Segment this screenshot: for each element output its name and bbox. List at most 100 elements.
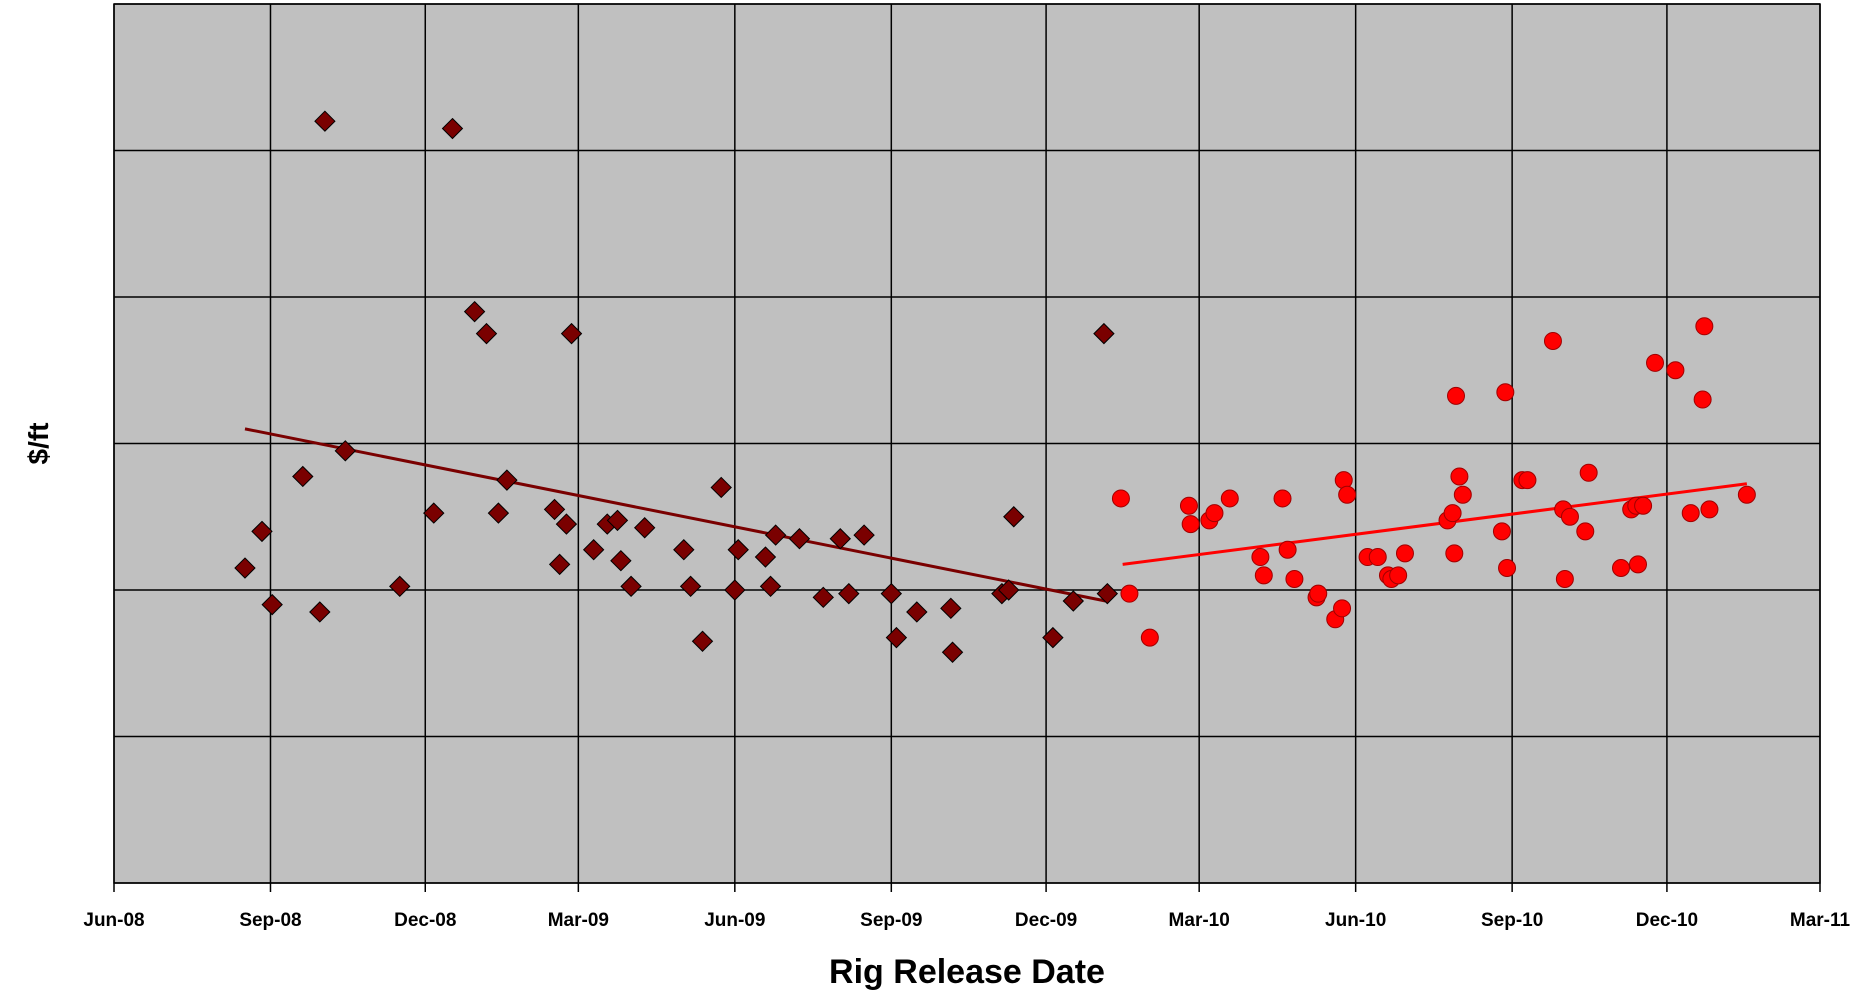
data-point-diamond bbox=[997, 579, 1020, 601]
data-point-circle bbox=[1333, 599, 1352, 618]
data-point-circle bbox=[1666, 361, 1685, 380]
data-point-circle bbox=[1700, 500, 1719, 519]
data-point-circle bbox=[1447, 386, 1466, 405]
data-point-circle bbox=[1518, 471, 1537, 490]
data-point-diamond bbox=[606, 509, 629, 532]
data-point-diamond bbox=[853, 524, 875, 546]
data-point-circle bbox=[1646, 353, 1665, 372]
data-point-diamond bbox=[543, 498, 566, 521]
x-tick-label: Mar-09 bbox=[548, 910, 609, 931]
data-point-diamond bbox=[759, 575, 782, 598]
data-point-circle bbox=[1273, 489, 1292, 508]
data-point-circle bbox=[1334, 471, 1353, 490]
data-point-circle bbox=[1309, 584, 1328, 603]
x-tick-label: Jun-09 bbox=[704, 910, 765, 931]
data-point-diamond bbox=[251, 520, 273, 543]
data-points bbox=[234, 110, 1756, 663]
x-tick-label: Mar-11 bbox=[1790, 910, 1851, 931]
data-point-circle bbox=[1443, 504, 1462, 523]
data-point-diamond bbox=[463, 300, 486, 323]
x-axis: Jun-08 Sep-08 Dec-08 Mar-09 Jun-09 Sep-09 Dec-… bbox=[83, 883, 1851, 931]
data-point-circle bbox=[1543, 331, 1562, 350]
data-point-diamond bbox=[710, 476, 732, 499]
x-tick-label: Dec-08 bbox=[394, 910, 456, 931]
data-point-diamond bbox=[560, 322, 583, 345]
data-point-diamond bbox=[880, 582, 903, 605]
data-point-diamond bbox=[496, 469, 518, 491]
x-tick-label: Sep-10 bbox=[1481, 910, 1543, 931]
data-point-circle bbox=[1496, 383, 1515, 402]
data-point-diamond bbox=[673, 539, 695, 561]
x-tick-label: Mar-10 bbox=[1169, 910, 1230, 931]
data-point-diamond bbox=[620, 575, 642, 598]
data-point-circle bbox=[1555, 570, 1574, 589]
data-point-circle bbox=[1120, 584, 1139, 603]
data-point-diamond bbox=[334, 440, 357, 462]
data-point-circle bbox=[1611, 559, 1630, 578]
x-tick-label: Sep-08 bbox=[239, 910, 301, 931]
data-point-diamond bbox=[548, 553, 571, 576]
data-point-circle bbox=[1254, 566, 1273, 585]
x-tick-label: Jun-08 bbox=[83, 910, 144, 931]
data-point-diamond bbox=[309, 601, 331, 623]
data-point-diamond bbox=[1093, 322, 1115, 345]
data-point-diamond bbox=[292, 465, 314, 488]
data-point-diamond bbox=[1042, 626, 1064, 649]
data-point-diamond bbox=[940, 597, 962, 620]
data-point-diamond bbox=[487, 502, 510, 524]
data-point-circle bbox=[1450, 467, 1469, 486]
data-point-diamond bbox=[314, 110, 336, 132]
data-point-circle bbox=[1179, 496, 1198, 515]
data-point-circle bbox=[1629, 555, 1648, 574]
data-point-circle bbox=[1498, 559, 1517, 578]
data-point-diamond bbox=[633, 517, 656, 539]
data-point-diamond bbox=[764, 524, 787, 546]
data-point-diamond bbox=[724, 579, 746, 601]
data-point-circle bbox=[1445, 544, 1464, 563]
x-tick-label: Sep-09 bbox=[860, 910, 922, 931]
data-point-diamond bbox=[555, 513, 578, 535]
data-point-diamond bbox=[906, 601, 928, 623]
data-point-diamond bbox=[1003, 506, 1025, 528]
data-point-circle bbox=[1368, 548, 1387, 567]
data-point-diamond bbox=[754, 546, 777, 568]
x-tick-label: Dec-09 bbox=[1015, 910, 1077, 931]
data-point-diamond bbox=[812, 586, 834, 609]
data-point-circle bbox=[1576, 522, 1595, 541]
data-point-diamond bbox=[261, 593, 283, 616]
data-point-circle bbox=[1560, 507, 1579, 526]
data-point-circle bbox=[1389, 566, 1408, 585]
x-tick-label: Jun-10 bbox=[1325, 910, 1386, 931]
trendline-series-1 bbox=[244, 427, 1106, 603]
x-axis-title: Rig Release Date bbox=[829, 953, 1105, 990]
x-tick-label: Dec-10 bbox=[1636, 910, 1698, 931]
y-axis-title: $/ft bbox=[23, 423, 54, 465]
data-point-diamond bbox=[475, 322, 498, 345]
data-point-diamond bbox=[838, 582, 860, 605]
data-point-diamond bbox=[441, 117, 464, 140]
data-point-circle bbox=[1453, 485, 1472, 504]
data-point-circle bbox=[1681, 504, 1700, 523]
grid bbox=[113, 3, 1821, 884]
data-point-circle bbox=[1205, 504, 1224, 523]
data-point-circle bbox=[1181, 515, 1200, 534]
data-point-diamond bbox=[389, 575, 411, 598]
data-point-circle bbox=[1338, 485, 1357, 504]
data-point-diamond bbox=[941, 641, 964, 663]
data-point-diamond bbox=[1096, 582, 1119, 605]
data-point-diamond bbox=[829, 528, 851, 550]
data-point-circle bbox=[1220, 489, 1239, 508]
plot-border bbox=[113, 3, 1821, 884]
data-point-circle bbox=[1278, 540, 1297, 559]
data-point-diamond bbox=[423, 502, 445, 524]
data-point-diamond bbox=[885, 626, 908, 649]
data-point-diamond bbox=[582, 539, 605, 561]
data-point-diamond bbox=[610, 549, 632, 572]
data-point-circle bbox=[1693, 390, 1712, 409]
data-point-diamond bbox=[1062, 590, 1085, 612]
data-point-circle bbox=[1285, 570, 1304, 589]
data-point-circle bbox=[1140, 628, 1159, 647]
data-point-diamond bbox=[727, 539, 749, 561]
data-point-diamond bbox=[691, 630, 714, 652]
